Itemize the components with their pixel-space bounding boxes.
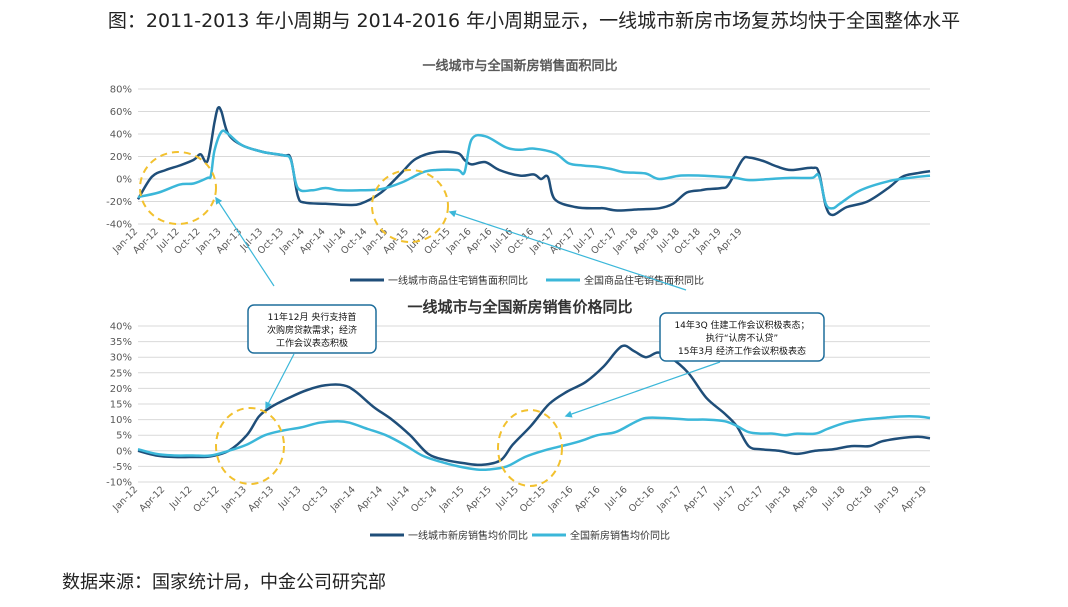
- c2-xtick-label: Jul-17: [711, 484, 739, 512]
- c1-ytick-label: 60%: [110, 107, 132, 118]
- c2-xtick-label: Jul-12: [167, 484, 195, 512]
- c2-ytick-label: 0%: [116, 446, 132, 457]
- c2-xtick-label: Jan-13: [219, 484, 249, 514]
- c2-ytick-label: -5%: [113, 462, 132, 473]
- chart2-yaxis: 40% 35% 30% 25% 20% 15% 10% 5% 0% -5% -10%: [106, 322, 132, 489]
- callout-2014-line1: 14年3Q 住建工作会议积极表态；: [674, 319, 809, 331]
- legend-label-national-area: 全国商品住宅销售面积同比: [584, 274, 704, 287]
- callout-box-2014: 14年3Q 住建工作会议积极表态； 执行“认房不认贷” 15年3月 经济工作会议…: [659, 312, 825, 362]
- highlight-ellipse-2013-price: [215, 407, 285, 485]
- callout-2011-line1: 11年12月 央行支持首: [268, 311, 357, 323]
- chart-area-sales-yoy: 一线城市与全国新房销售面积同比 80% 60% 40% 20% 0% -20% -40% J…: [106, 58, 931, 287]
- c2-xtick-label: Jul-16: [602, 484, 630, 512]
- c2-xtick-label: Jul-15: [493, 484, 521, 512]
- c2-series-line-national: [137, 415, 931, 472]
- c2-xtick-label: Jul-18: [820, 484, 848, 512]
- c2-ytick-label: 25%: [110, 368, 132, 379]
- c2-ytick-label: 35%: [110, 337, 132, 348]
- callout-box-2011: 11年12月 央行支持首 次购房贷款需求；经济 工作会议表态积极: [247, 304, 377, 354]
- c2-xtick-label: Jul-13: [276, 484, 304, 512]
- c2-xtick-label: Jan-14: [328, 484, 358, 514]
- c2-xtick-label: Apr-14: [355, 484, 385, 514]
- chart1-legend: 一线城市商品住宅销售面积同比 全国商品住宅销售面积同比: [350, 274, 704, 287]
- arrow-to-2014-ellipse: [448, 210, 687, 291]
- c2-xtick-label: Oct-12: [191, 484, 221, 514]
- c2-xtick-label: Jan-16: [546, 484, 576, 514]
- c1-ytick-label: 20%: [110, 152, 132, 163]
- c1-series-line-tier1: [136, 106, 931, 217]
- c2-ytick-label: 20%: [110, 384, 132, 395]
- annotations: 11年12月 央行支持首 次购房贷款需求；经济 工作会议表态积极 14年3Q 住…: [139, 151, 825, 487]
- arrow-to-2013-ellipse: [265, 353, 295, 410]
- highlight-ellipse-2015-price: [497, 409, 563, 487]
- c2-ytick-label: 40%: [110, 322, 132, 333]
- legend-label-national-price: 全国新房销售均价同比: [570, 529, 670, 542]
- callout-box-2014-frame: [659, 312, 825, 362]
- legend-label-tier1-area: 一线城市商品住宅销售面积同比: [388, 274, 528, 287]
- c2-xtick-label: Jan-12: [110, 484, 140, 514]
- highlight-ellipse-2012-area: [139, 151, 217, 225]
- c2-xtick-label: Apr-19: [899, 484, 929, 514]
- c2-xtick-label: Oct-16: [627, 484, 657, 514]
- chart1-title: 一线城市与全国新房销售面积同比: [422, 58, 617, 74]
- c2-series-line-tier1: [137, 344, 931, 467]
- c2-xtick-label: Apr-13: [246, 484, 276, 514]
- c2-xtick-label: Apr-12: [137, 484, 167, 514]
- arrow-to-2015-ellipse: [564, 361, 721, 418]
- c2-xtick-label: Apr-16: [573, 484, 603, 514]
- c1-ytick-label: -20%: [106, 197, 132, 208]
- c1-series-line-national: [137, 129, 931, 210]
- chart2-gridlines: [138, 325, 930, 483]
- c1-ytick-label: 80%: [110, 85, 132, 96]
- c2-xtick-label: Apr-17: [682, 484, 712, 514]
- chart1-gridlines: [138, 88, 930, 225]
- chart2-legend: 一线城市新房销售均价同比 全国新房销售均价同比: [370, 529, 670, 542]
- callout-2014-line2: 执行“认房不认贷”: [706, 332, 778, 344]
- c2-xtick-label: Jan-19: [872, 484, 902, 514]
- c2-xtick-label: Oct-13: [300, 484, 330, 514]
- c2-ytick-label: 10%: [110, 415, 132, 426]
- c2-ytick-label: 30%: [110, 353, 132, 364]
- c2-xtick-label: Jan-18: [763, 484, 793, 514]
- data-source: 数据来源：国家统计局，中金公司研究部: [62, 572, 386, 593]
- c1-ytick-label: -40%: [106, 220, 132, 231]
- callout-box-2011-frame: [247, 304, 377, 354]
- callout-2011-line2: 次购房贷款需求；经济: [267, 324, 357, 336]
- c2-xtick-label: Jan-17: [654, 484, 684, 514]
- c1-ytick-label: 0%: [116, 175, 132, 186]
- c2-xtick-label: Oct-15: [518, 484, 548, 514]
- c2-ytick-label: 5%: [116, 431, 132, 442]
- c2-xtick-label: Apr-18: [790, 484, 820, 514]
- c2-ytick-label: -10%: [106, 478, 132, 489]
- c2-xtick-label: Oct-18: [844, 484, 874, 514]
- c2-xtick-label: Oct-17: [735, 484, 765, 514]
- figure-title: 图：2011-2013 年小周期与 2014-2016 年小周期显示，一线城市新…: [107, 10, 961, 32]
- chart2-title: 一线城市与全国新房销售价格同比: [407, 298, 632, 316]
- c2-xtick-label: Jul-14: [385, 484, 413, 512]
- legend-label-tier1-price: 一线城市新房销售均价同比: [408, 529, 528, 542]
- c2-xtick-label: Apr-15: [464, 484, 494, 514]
- c2-ytick-label: 15%: [110, 400, 132, 411]
- c1-ytick-label: 40%: [110, 130, 132, 141]
- chart1-series: [136, 106, 931, 217]
- callout-2014-line3: 15年3月 经济工作会议积极表态: [678, 345, 806, 357]
- highlight-ellipse-2014-area: [371, 169, 449, 243]
- arrow-to-2012-ellipse: [215, 196, 275, 287]
- chart1-yaxis: 80% 60% 40% 20% 0% -20% -40%: [106, 85, 132, 231]
- c2-xtick-label: Oct-14: [409, 484, 439, 514]
- c2-xtick-label: Jan-15: [437, 484, 467, 514]
- chart1-xaxis: Jan-12Apr-12Jul-12Oct-12Jan-13Apr-13Jul-…: [110, 226, 744, 256]
- callout-2011-line3: 工作会议表态积极: [276, 337, 348, 349]
